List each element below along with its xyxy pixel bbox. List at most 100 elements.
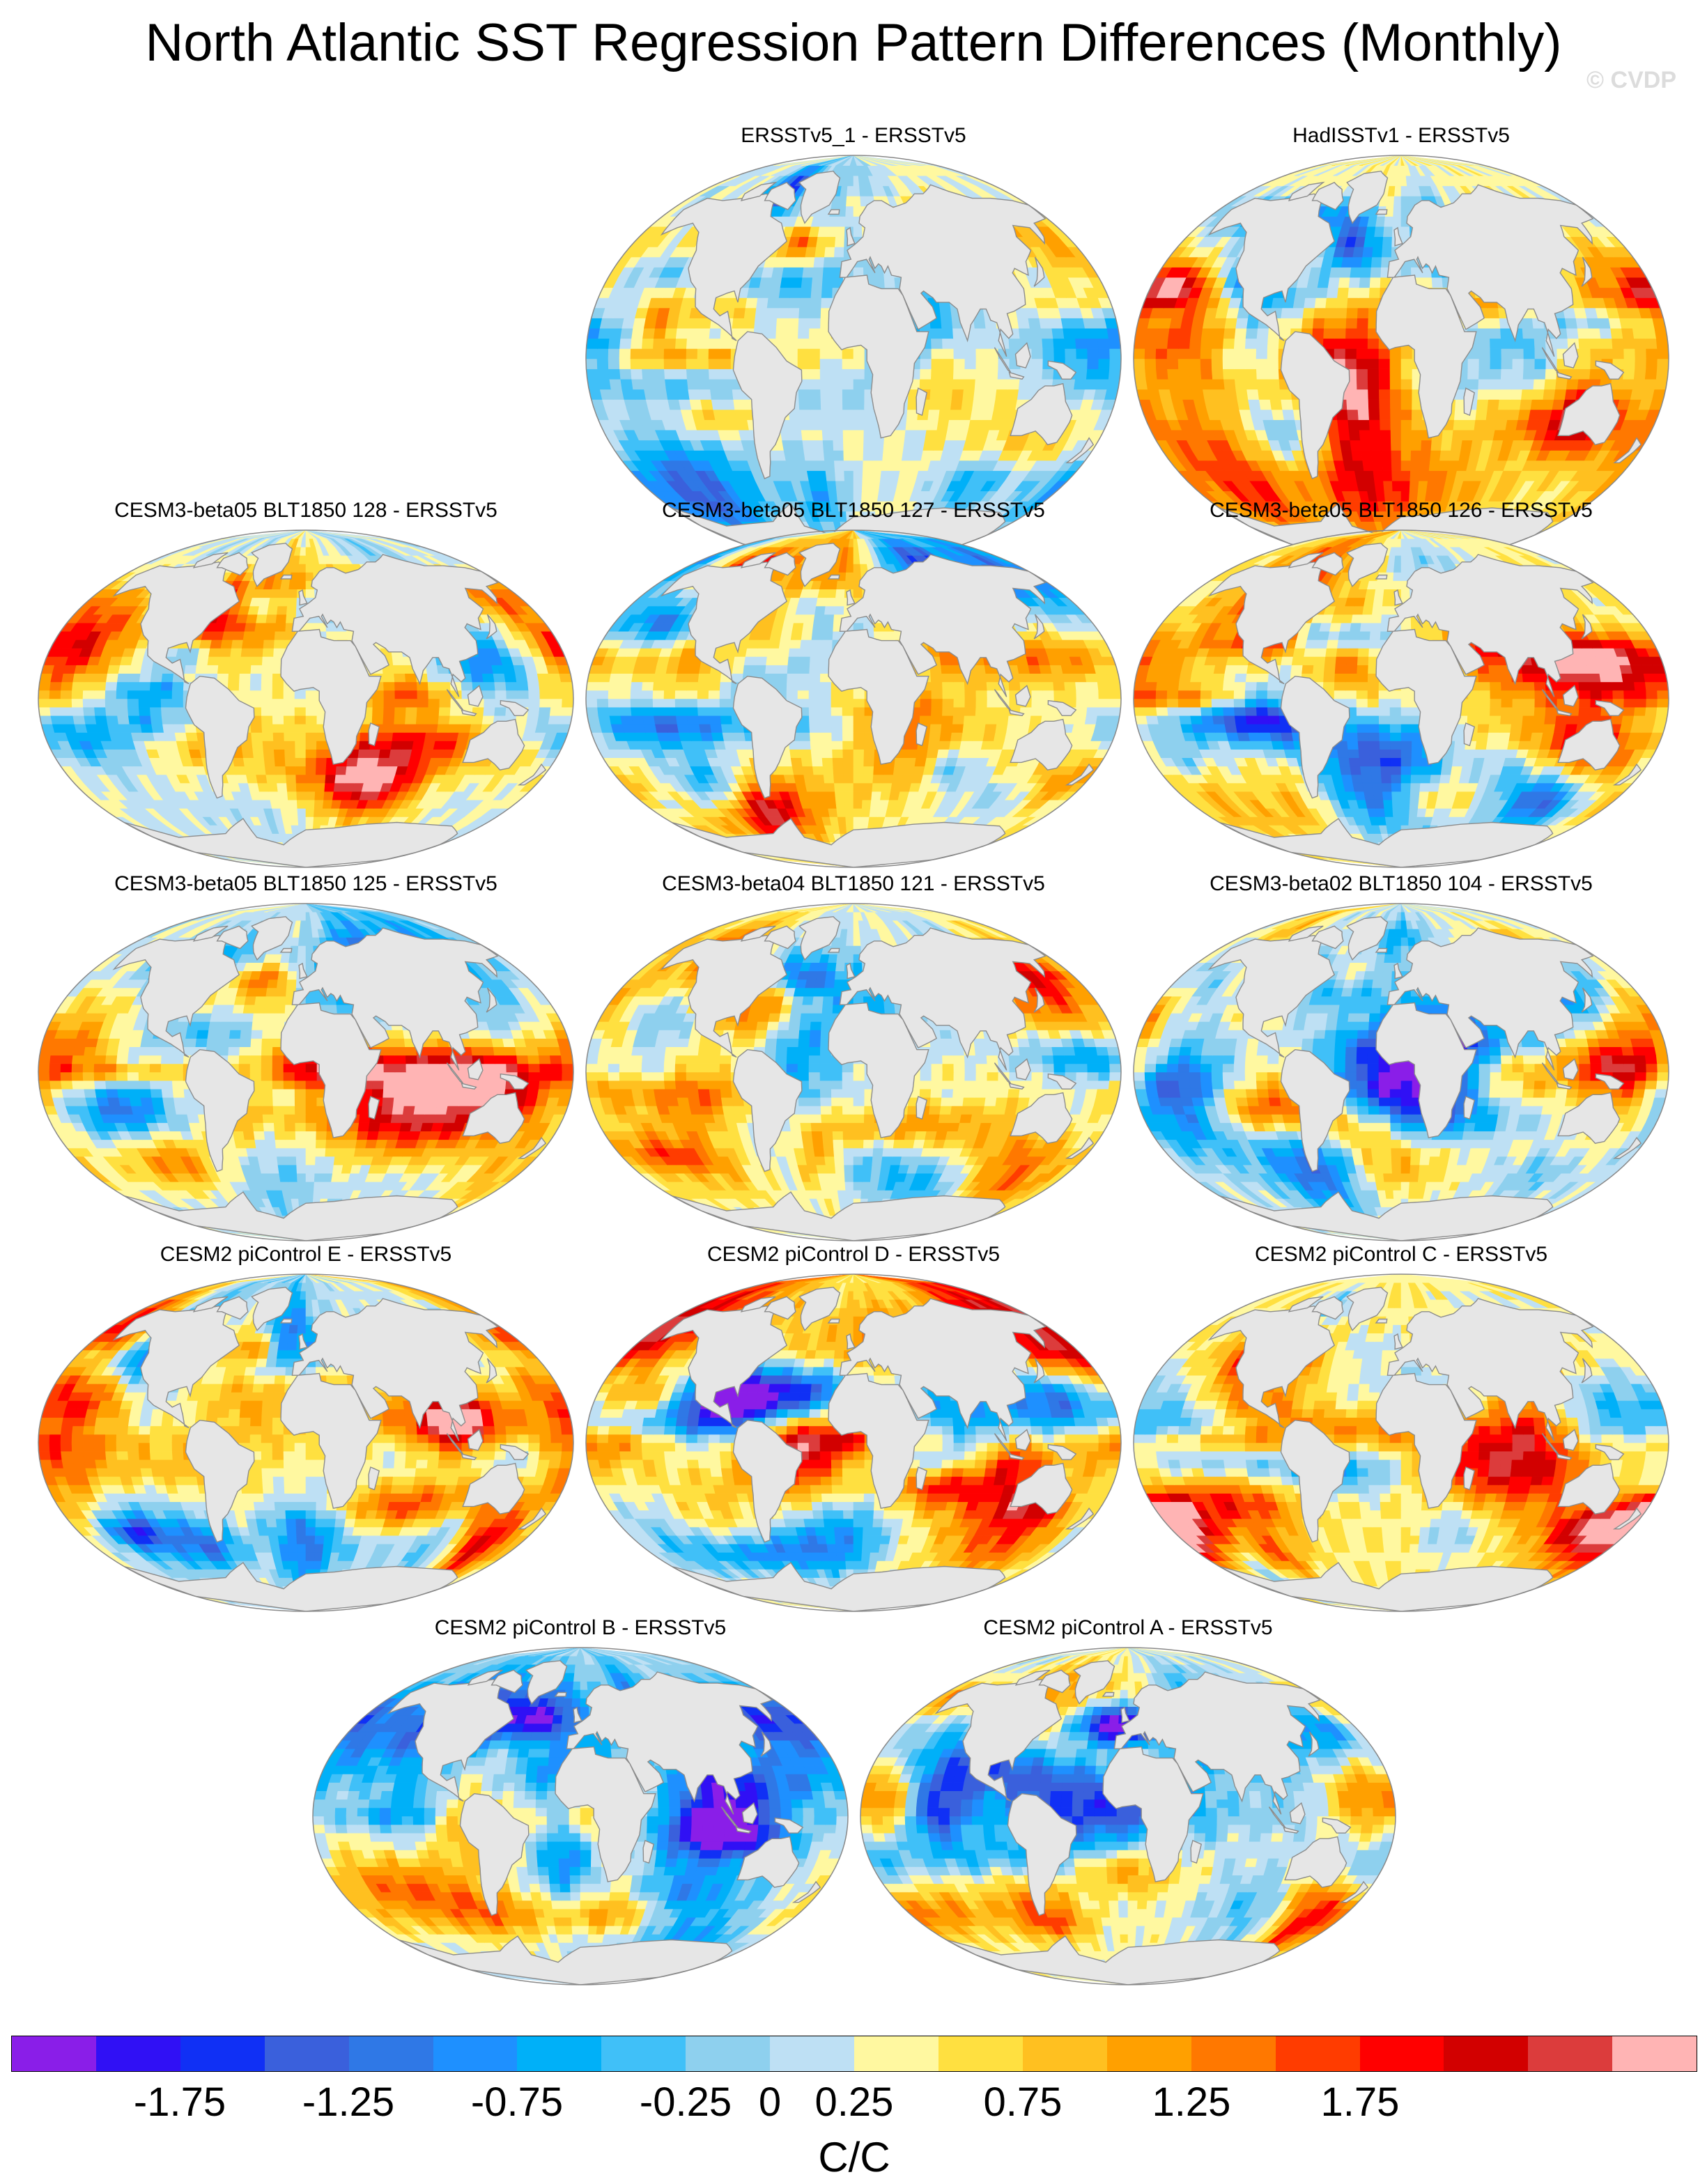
sst-cell: [305, 766, 317, 775]
sst-cell: [1202, 389, 1216, 400]
sst-cell: [1589, 369, 1602, 380]
sst-cell: [1087, 348, 1099, 359]
sst-cell: [295, 782, 307, 792]
sst-cell: [149, 681, 162, 691]
sst-cell: [107, 723, 121, 733]
sst-cell: [381, 732, 394, 741]
sst-cell: [842, 378, 854, 390]
land-mass: [1033, 256, 1045, 287]
sst-cell: [596, 348, 609, 359]
sst-cell: [1156, 369, 1169, 380]
sst-cell: [1319, 267, 1332, 278]
sst-cell: [438, 715, 451, 725]
sst-cell: [853, 348, 865, 359]
sst-cell: [1248, 399, 1261, 410]
sst-cell: [1215, 399, 1229, 410]
sst-cell: [1345, 389, 1358, 400]
sst-cell: [1336, 297, 1349, 309]
sst-cell: [1368, 419, 1381, 431]
sst-cell: [1390, 429, 1402, 441]
sst-cell: [862, 470, 873, 481]
sst-cell: [252, 741, 264, 750]
sst-cell: [128, 673, 141, 683]
sst-cell: [1623, 369, 1635, 380]
sst-cell: [1375, 216, 1386, 227]
sst-cell: [1392, 216, 1402, 227]
sst-cell: [782, 267, 794, 278]
sst-cell: [1400, 440, 1412, 451]
sst-cell: [365, 766, 378, 775]
sst-cell: [1490, 358, 1502, 369]
sst-cell: [357, 749, 370, 759]
land-mass: [1280, 331, 1350, 479]
sst-cell: [1488, 318, 1501, 329]
sst-cell: [1512, 348, 1524, 359]
sst-cell: [275, 774, 287, 784]
sst-cell: [771, 267, 785, 278]
sst-cell: [294, 715, 307, 725]
sst-cell: [778, 287, 791, 298]
sst-cell: [250, 673, 263, 683]
sst-cell: [316, 741, 328, 750]
panel-title: HadISSTv1 - ERSSTv5: [1131, 124, 1671, 148]
sst-cell: [821, 429, 834, 441]
sst-cell: [1211, 338, 1224, 349]
sst-cell: [298, 816, 307, 826]
sst-cell: [1233, 348, 1246, 359]
sst-cell: [843, 450, 854, 461]
sst-cell: [1202, 318, 1216, 329]
sst-cell: [285, 766, 297, 775]
sst-cell: [1490, 369, 1502, 380]
sst-cell: [174, 732, 187, 741]
sst-cell: [986, 369, 999, 380]
sst-cell: [987, 358, 999, 369]
sst-cell: [809, 389, 821, 400]
sst-cell: [795, 460, 808, 471]
sst-cell: [1488, 389, 1501, 400]
sst-cell: [1040, 327, 1053, 339]
sst-cell: [823, 256, 835, 268]
sst-cell: [1478, 327, 1490, 339]
sst-cell: [913, 440, 925, 451]
sst-cell: [1212, 327, 1226, 339]
sst-cell: [1564, 389, 1578, 400]
sst-cell: [1053, 348, 1066, 359]
sst-cell: [235, 774, 249, 784]
sst-cell: [686, 348, 698, 359]
sst-cell: [249, 681, 262, 691]
sst-cell: [286, 791, 298, 800]
sst-cell: [665, 327, 678, 339]
sst-cell: [1478, 338, 1491, 349]
sst-cell: [903, 440, 916, 451]
sst-cell: [305, 715, 318, 725]
sst-cell: [733, 307, 746, 318]
sst-cell: [1623, 348, 1636, 359]
sst-cell: [835, 480, 846, 492]
sst-cell: [1400, 348, 1413, 359]
sst-cell: [790, 277, 803, 288]
sst-cell: [1179, 378, 1192, 390]
sst-cell: [1487, 307, 1500, 318]
sst-cell: [686, 378, 700, 390]
sst-cell: [426, 723, 439, 733]
sst-cell: [630, 348, 642, 359]
sst-cell: [1145, 369, 1158, 380]
sst-cell: [495, 690, 507, 699]
sst-cell: [1256, 378, 1269, 390]
sst-cell: [1411, 429, 1423, 441]
sst-cell: [1367, 358, 1380, 369]
sst-cell: [1357, 399, 1369, 410]
sst-cell: [61, 681, 74, 691]
sst-cell: [1341, 256, 1354, 268]
sst-cell: [460, 715, 473, 725]
sst-cell: [1476, 399, 1489, 410]
sst-cell: [171, 706, 185, 716]
sst-cell: [536, 715, 550, 725]
sst-cell: [697, 348, 709, 359]
sst-cell: [415, 723, 428, 733]
sst-cell: [880, 470, 891, 481]
sst-cell: [268, 791, 279, 800]
sst-cell: [1234, 327, 1247, 339]
sst-cell: [863, 429, 875, 441]
sst-cell: [1421, 277, 1433, 288]
